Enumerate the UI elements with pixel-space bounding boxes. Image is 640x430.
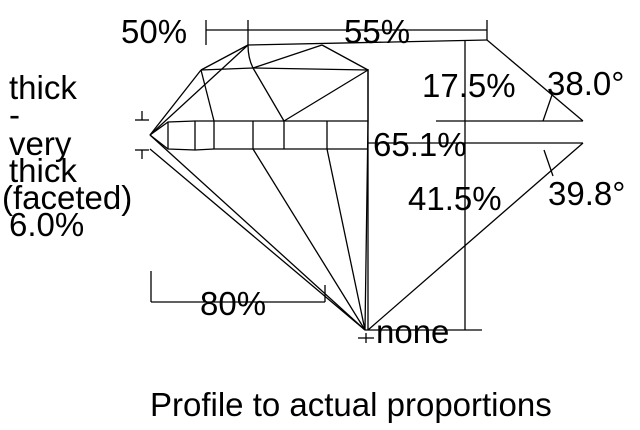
svg-text:65.1%: 65.1%: [373, 126, 467, 163]
svg-text:80%: 80%: [200, 285, 266, 322]
svg-text:50%: 50%: [121, 13, 187, 50]
svg-text:39.8°: 39.8°: [548, 175, 625, 212]
svg-text:none: none: [376, 313, 449, 350]
svg-text:55%: 55%: [344, 13, 410, 50]
svg-text:6.0%: 6.0%: [9, 206, 84, 243]
svg-text:38.0°: 38.0°: [547, 65, 624, 102]
svg-text:17.5%: 17.5%: [422, 67, 516, 104]
svg-text:41.5%: 41.5%: [408, 180, 502, 217]
svg-text:Profile to actual proportions: Profile to actual proportions: [150, 386, 552, 423]
